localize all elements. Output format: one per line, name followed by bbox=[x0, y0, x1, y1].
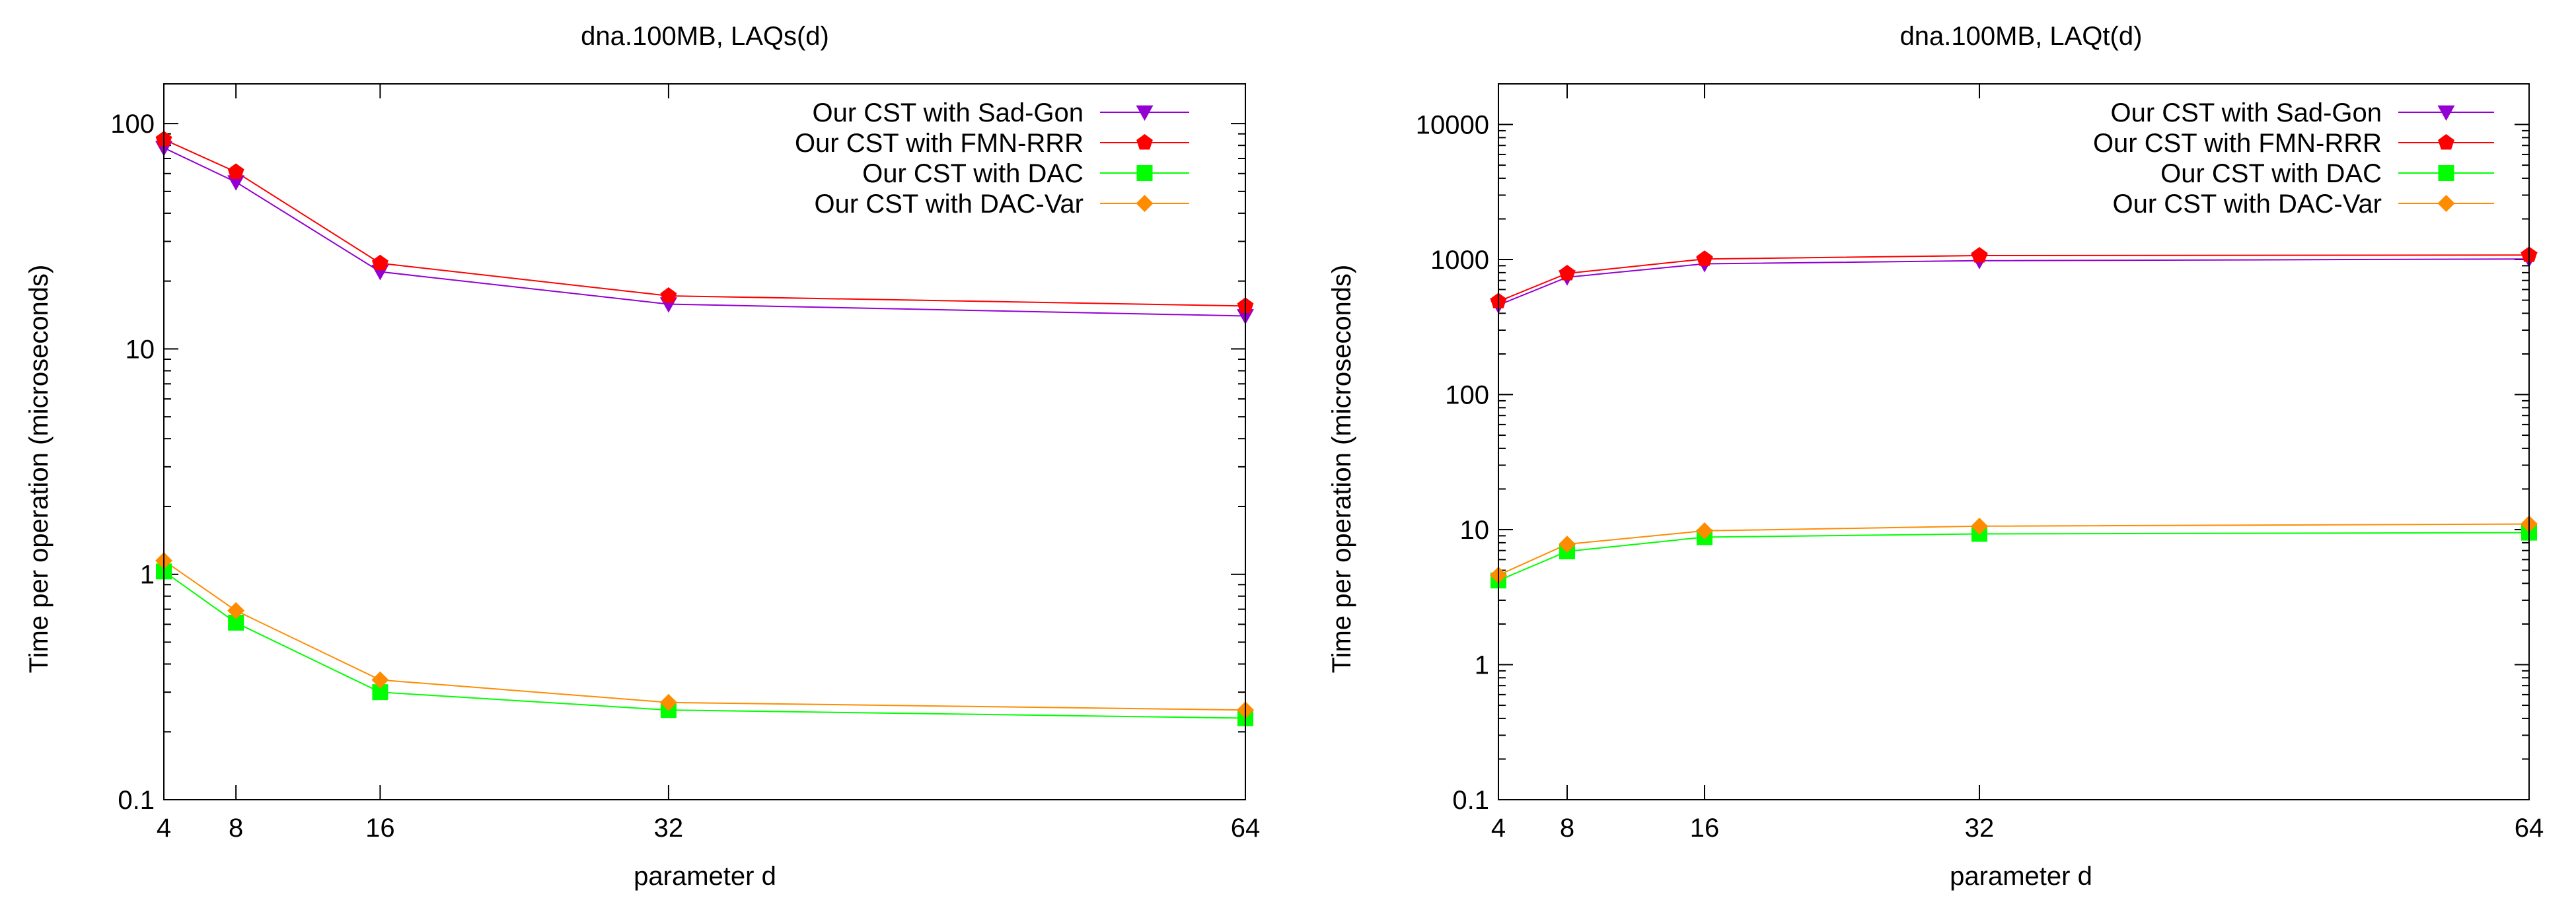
series-markers bbox=[155, 131, 1254, 726]
data-point bbox=[1559, 536, 1576, 553]
legend-marker bbox=[2437, 105, 2455, 121]
chart-laqs: dna.100MB, LAQs(d) Time per operation (m… bbox=[24, 22, 1260, 891]
y-axis-label: Time per operation (microseconds) bbox=[24, 265, 54, 674]
series-line bbox=[1498, 258, 2530, 306]
x-tick-label: 8 bbox=[1560, 814, 1574, 843]
legend-marker bbox=[1136, 134, 1153, 150]
legend-label: Our CST with DAC-Var bbox=[815, 190, 1084, 219]
y-tick-label: 0.1 bbox=[1452, 786, 1489, 815]
y-tick-label: 100 bbox=[110, 110, 155, 139]
chart-title: dna.100MB, LAQs(d) bbox=[581, 22, 829, 51]
series-line bbox=[163, 571, 1246, 719]
series-markers bbox=[1490, 246, 2538, 589]
y-axis-label: Time per operation (microseconds) bbox=[1327, 265, 1356, 674]
data-point bbox=[227, 175, 245, 191]
x-tick-label: 64 bbox=[1231, 814, 1261, 843]
data-point bbox=[1696, 250, 1713, 266]
legend-marker bbox=[2438, 134, 2454, 150]
plot-frame bbox=[163, 83, 1246, 800]
axis-ticks: 0.1 1 10 100 4 8 16 32 64 bbox=[110, 84, 1260, 843]
legend-label: Our CST with FMN-RRR bbox=[795, 129, 1084, 158]
series-line bbox=[1498, 523, 2530, 576]
y-tick-label: 10000 bbox=[1416, 111, 1489, 140]
x-tick-label: 16 bbox=[365, 814, 395, 843]
legend-marker bbox=[1136, 165, 1153, 181]
series-line bbox=[1498, 532, 2530, 582]
data-point bbox=[1696, 522, 1713, 540]
chart-title: dna.100MB, LAQt(d) bbox=[1900, 22, 2143, 51]
series-lines bbox=[1498, 254, 2530, 582]
y-tick-label: 1 bbox=[1475, 651, 1489, 680]
series-line bbox=[163, 560, 1246, 711]
data-point bbox=[1559, 265, 1576, 281]
y-tick-label: 100 bbox=[1445, 381, 1489, 410]
y-tick-label: 0.1 bbox=[118, 786, 155, 815]
legend-marker bbox=[1136, 195, 1154, 212]
x-axis-label: parameter d bbox=[1950, 862, 2092, 891]
data-point bbox=[371, 671, 389, 689]
legend-marker bbox=[2437, 195, 2455, 212]
data-point bbox=[1971, 517, 1988, 535]
x-axis-label: parameter d bbox=[634, 862, 776, 891]
y-tick-label: 10 bbox=[1460, 516, 1490, 545]
chart-laqt: dna.100MB, LAQt(d) Time per operation (m… bbox=[1327, 22, 2544, 891]
legend-marker bbox=[1136, 105, 1154, 121]
legend-label: Our CST with FMN-RRR bbox=[2093, 129, 2382, 158]
x-tick-label: 64 bbox=[2515, 814, 2544, 843]
legend-label: Our CST with DAC-Var bbox=[2113, 190, 2382, 219]
data-point bbox=[659, 693, 677, 711]
y-tick-label: 1 bbox=[140, 561, 155, 590]
axis-ticks: 0.1 1 10 100 1000 10000 4 8 16 32 64 bbox=[1416, 84, 2544, 843]
x-tick-label: 8 bbox=[229, 814, 243, 843]
x-tick-label: 4 bbox=[157, 814, 171, 843]
y-tick-label: 1000 bbox=[1430, 246, 1489, 275]
x-tick-label: 32 bbox=[654, 814, 684, 843]
data-point bbox=[372, 254, 388, 271]
data-point bbox=[227, 602, 245, 619]
series-line bbox=[1498, 254, 2530, 302]
x-tick-label: 16 bbox=[1690, 814, 1720, 843]
legend-label: Our CST with DAC bbox=[862, 159, 1084, 188]
x-tick-label: 4 bbox=[1491, 814, 1506, 843]
y-tick-label: 10 bbox=[126, 335, 155, 364]
data-point bbox=[660, 287, 677, 303]
legend-label: Our CST with Sad-Gon bbox=[2110, 98, 2382, 127]
series-lines bbox=[163, 139, 1246, 719]
legend-label: Our CST with DAC bbox=[2160, 159, 2382, 188]
legend-marker bbox=[2438, 165, 2454, 181]
data-point bbox=[1971, 247, 1988, 263]
data-point bbox=[227, 163, 244, 179]
x-tick-label: 32 bbox=[1965, 814, 1995, 843]
legend-label: Our CST with Sad-Gon bbox=[812, 98, 1084, 127]
plot-frame bbox=[1498, 83, 2530, 800]
